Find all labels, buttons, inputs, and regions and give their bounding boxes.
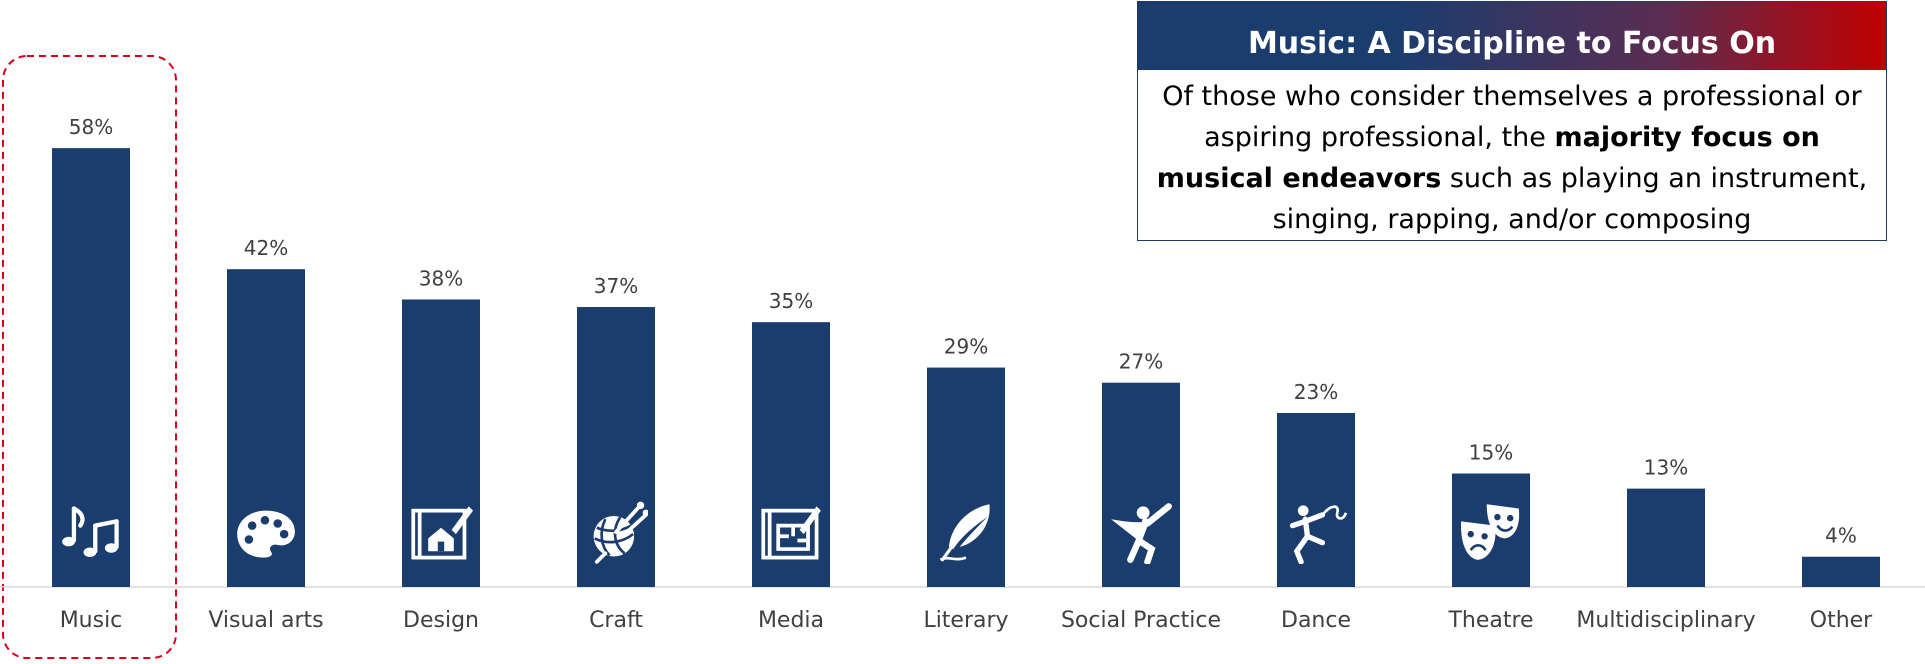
callout-box: Music: A Discipline to Focus On Of those… [1137,1,1887,241]
value-label: 13% [1644,456,1688,480]
value-label: 38% [419,266,463,290]
value-label: 37% [594,274,638,298]
category-label: Visual arts [208,608,323,633]
category-label: Media [758,608,824,633]
value-label: 29% [944,335,988,359]
callout-body-text-end: such as playing an instrument, singing, … [1272,163,1868,235]
value-label: 15% [1469,441,1513,465]
category-label: Social Practice [1061,608,1221,633]
callout-title: Music: A Discipline to Focus On [1138,2,1886,70]
value-label: 42% [244,236,288,260]
callout-body: Of those who consider themselves a profe… [1138,70,1886,240]
bar-social-practice [1102,382,1180,587]
bar-other [1802,556,1880,587]
bars-group: 58% Music 42% Visual arts 38% Design 37% Craft 3… [52,115,1880,633]
music-highlight-box [2,55,177,659]
category-label: Theatre [1447,608,1533,633]
category-label: Other [1810,608,1873,633]
category-label: Music [60,608,123,633]
value-label: 58% [69,115,113,139]
bar-music [52,148,130,587]
value-label: 4% [1825,524,1857,548]
category-label: Design [403,608,479,633]
category-label: Multidisciplinary [1576,608,1755,633]
category-label: Craft [589,608,643,633]
callout-body-bold: majority focus on musical endeavors [1156,122,1820,194]
bar-multidisciplinary [1627,488,1705,587]
callout-body-text: Of those who consider themselves a profe… [1162,81,1862,153]
value-label: 23% [1294,380,1338,404]
bar-dance [1277,412,1355,587]
bar-literary [927,367,1005,587]
category-label: Dance [1281,608,1351,633]
value-label: 27% [1119,350,1163,374]
value-label: 35% [769,289,813,313]
category-label: Literary [923,608,1008,633]
